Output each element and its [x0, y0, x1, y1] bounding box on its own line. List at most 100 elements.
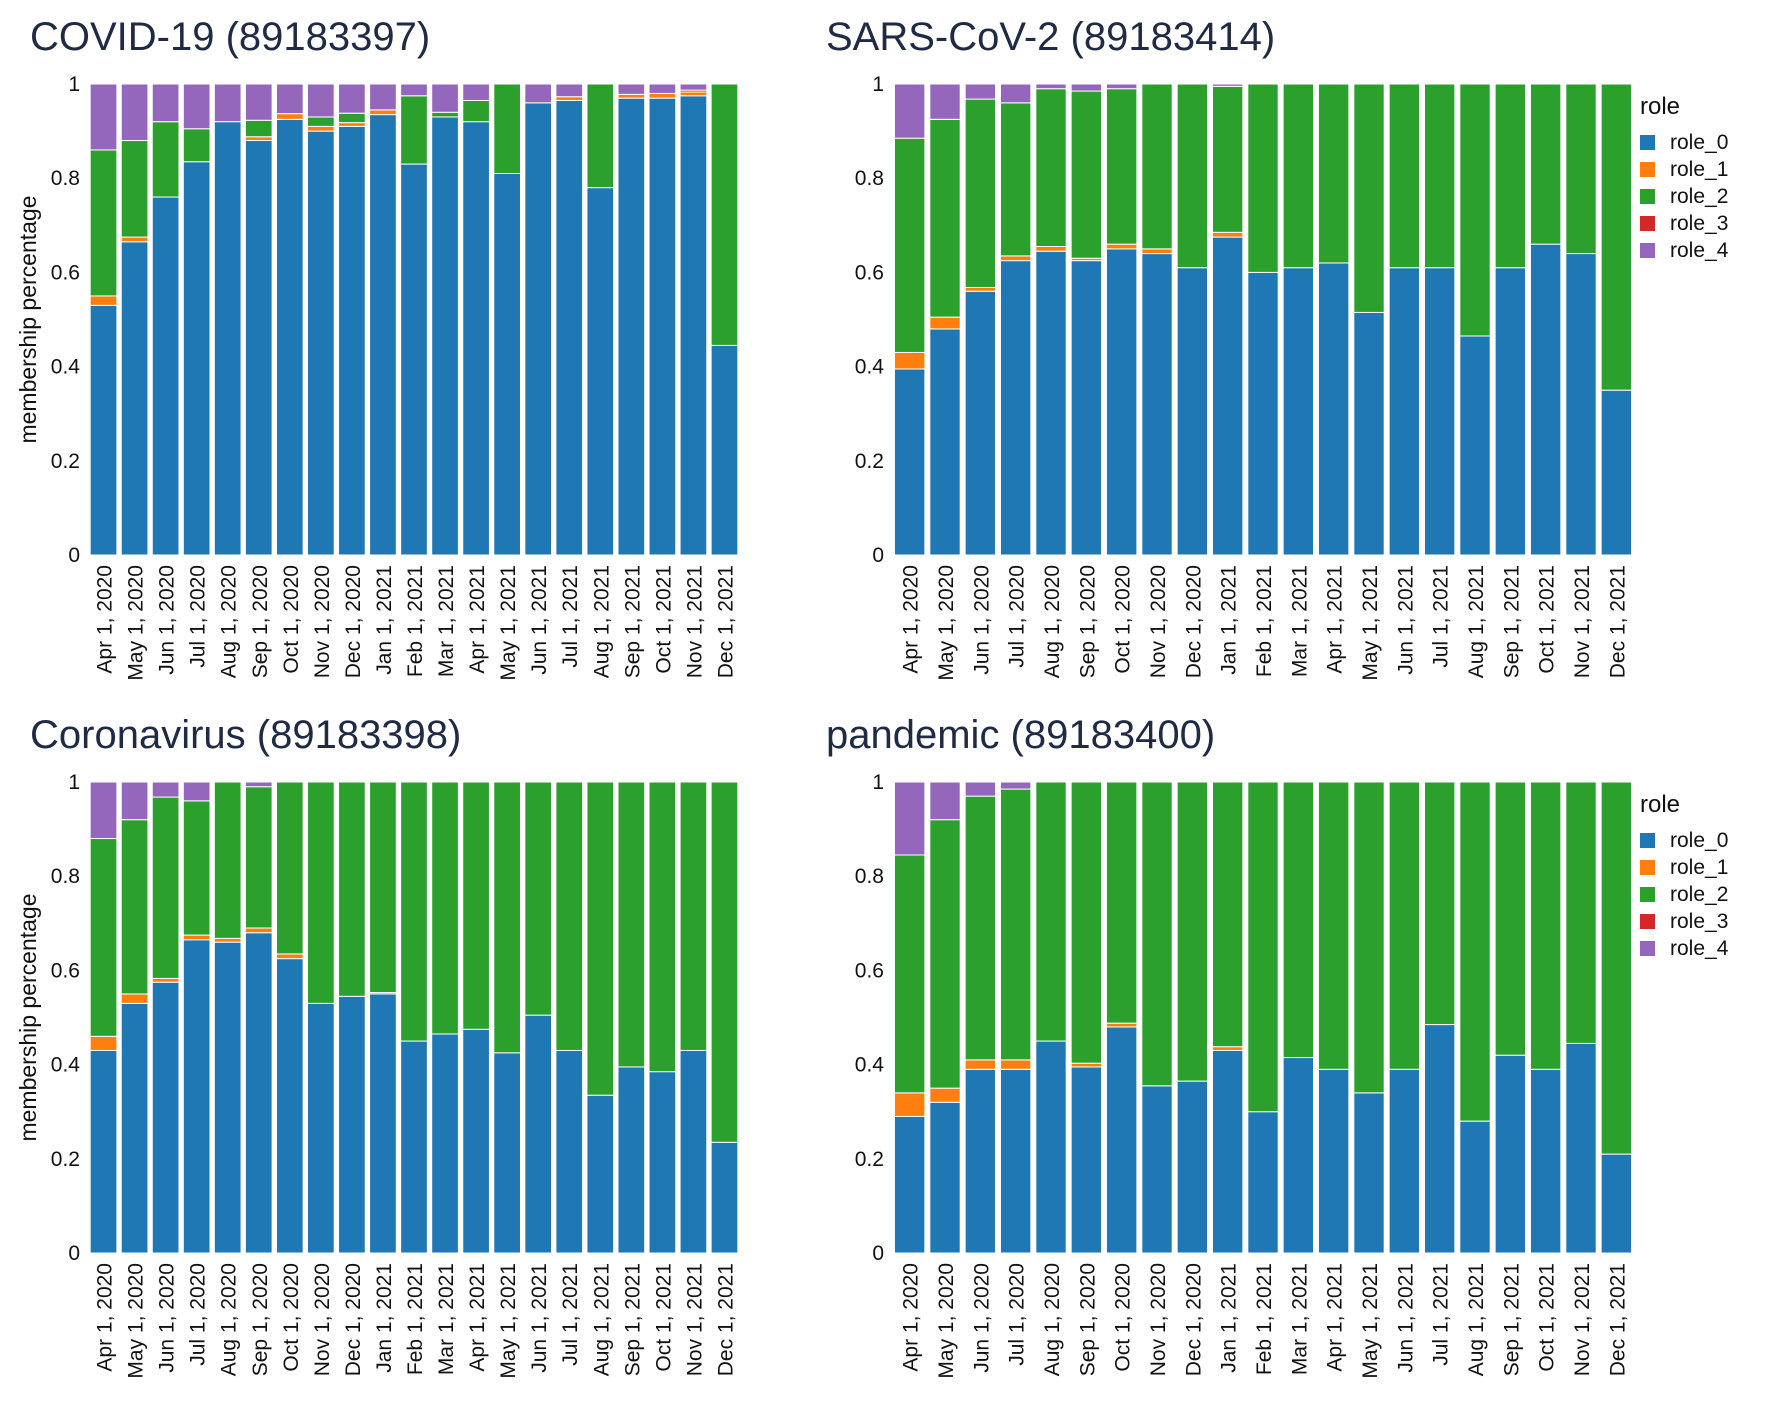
bar-segment-role-2	[524, 781, 553, 1016]
panel-sars-cov-2: SARS-CoV-2 (89183414) 0 0.2 0.4 0.6 0.8 1 Apr 1…	[826, 15, 1729, 681]
y-tick-label: 0.2	[855, 1148, 884, 1171]
bar-segment-role-0	[1529, 1068, 1562, 1254]
x-tick-label: Dec 1, 2021	[1606, 565, 1629, 678]
bar-segment-role-2	[1494, 781, 1527, 1056]
bar-segment-role-4	[120, 781, 149, 821]
bar-segment-role-0	[586, 1094, 615, 1254]
bar-segment-role-2	[1035, 781, 1067, 1042]
bar-segment-role-2	[1176, 781, 1209, 1082]
y-tick-label: 0.8	[855, 167, 884, 190]
bar-segment-role-0	[462, 121, 490, 556]
bar-segment-role-2	[400, 781, 428, 1042]
x-tick-label: Jun 1, 2020	[156, 1263, 179, 1373]
bar-segment-role-0	[1317, 1068, 1350, 1254]
bar-segment-role-0	[338, 995, 366, 1254]
bar-segment-role-1	[929, 1087, 961, 1103]
bar-segment-role-0	[679, 95, 708, 556]
bar-segment-role-2	[1317, 781, 1350, 1070]
bar-segment-role-0	[1247, 1111, 1279, 1254]
x-tick-label: Jul 1, 2021	[1430, 565, 1453, 668]
bar-segment-role-4	[369, 83, 397, 111]
bar-segment-role-0	[400, 163, 428, 556]
bar-segment-role-0	[524, 102, 553, 556]
x-tick-label: Jul 1, 2020	[1006, 565, 1029, 668]
bar-segment-role-4	[1105, 83, 1138, 90]
bar-segment-role-0	[1494, 1054, 1527, 1254]
bar-segment-role-2	[1247, 781, 1279, 1113]
legend-label: role_2	[1670, 185, 1728, 208]
bar-segment-role-2	[493, 781, 521, 1054]
bar-segment-role-1	[89, 1035, 118, 1051]
bar-segment-role-2	[586, 83, 615, 189]
bar-segment-role-0	[275, 118, 304, 556]
bar-segment-role-1	[1105, 1022, 1138, 1028]
bar-segment-role-2	[182, 800, 211, 936]
bar-segment-role-0	[1141, 1085, 1173, 1254]
bar-segment-role-2	[493, 83, 521, 174]
bar-segment-role-2	[1211, 781, 1244, 1048]
x-tick-label: Aug 1, 2020	[1041, 565, 1064, 678]
x-tick-label: Oct 1, 2020	[1112, 565, 1135, 674]
x-tick-label: Oct 1, 2021	[1536, 1263, 1559, 1372]
bar-segment-role-0	[1176, 267, 1209, 556]
bar-segment-role-0	[964, 290, 997, 556]
bar-segment-role-2	[244, 786, 273, 929]
bar-segment-role-0	[1070, 260, 1103, 556]
bar-segment-role-1	[151, 977, 180, 983]
y-tick-label: 0	[872, 544, 884, 567]
x-tick-label: Dec 1, 2020	[1182, 1263, 1205, 1376]
chart-title: COVID-19 (89183397)	[30, 15, 430, 59]
bar-segment-role-2	[1388, 83, 1421, 269]
bar-segment-role-0	[555, 99, 584, 556]
bar-segment-role-4	[893, 83, 926, 139]
chart-title: pandemic (89183400)	[826, 713, 1215, 757]
bar-segment-role-0	[213, 121, 242, 556]
x-tick-label: Nov 1, 2021	[683, 565, 706, 678]
bar-segment-role-2	[1353, 83, 1385, 313]
bar-segment-role-0	[1423, 1024, 1456, 1254]
bar-segment-role-1	[244, 136, 273, 142]
bar-segment-role-1	[1070, 1062, 1103, 1068]
x-tick-label: Jun 1, 2021	[1394, 1263, 1417, 1373]
bar-segment-role-2	[338, 112, 366, 124]
bar-segment-role-2	[1070, 781, 1103, 1064]
x-tick-label: Nov 1, 2020	[311, 565, 334, 678]
x-tick-label: May 1, 2021	[1359, 1263, 1382, 1379]
bar-segment-role-4	[307, 83, 335, 118]
x-tick-label: Oct 1, 2020	[280, 1263, 303, 1372]
bar-segment-role-4	[338, 83, 366, 114]
bar-segment-role-4	[120, 83, 149, 142]
x-tick-label: Sep 1, 2021	[621, 1263, 644, 1376]
y-axis-label: membership percentage	[15, 893, 41, 1141]
bar-segment-role-0	[1459, 335, 1491, 556]
y-tick-label: 0.8	[51, 167, 80, 190]
bar-segment-role-2	[369, 781, 397, 994]
bar-segment-role-1	[617, 93, 646, 99]
bar-segment-role-2	[462, 99, 490, 123]
bar-segment-role-0	[1035, 1040, 1067, 1254]
bar-segment-role-0	[307, 130, 335, 556]
bar-segment-role-0	[1105, 1026, 1138, 1254]
bar-segment-role-0	[369, 993, 397, 1254]
y-tick-label: 1	[68, 771, 80, 794]
bar-segment-role-0	[462, 1028, 490, 1254]
x-tick-label: Apr 1, 2020	[900, 1263, 923, 1372]
bar-segment-role-0	[369, 114, 397, 556]
bar-segment-role-0	[182, 939, 211, 1254]
x-tick-label: Sep 1, 2020	[1076, 565, 1099, 678]
bar-segment-role-0	[929, 1101, 961, 1254]
bar-segment-role-0	[493, 1052, 521, 1254]
bar-segment-role-0	[182, 161, 211, 556]
x-tick-label: Jan 1, 2021	[1218, 565, 1241, 675]
x-tick-label: Oct 1, 2021	[652, 565, 675, 674]
x-tick-label: Jul 1, 2020	[187, 1263, 210, 1366]
x-tick-label: Aug 1, 2021	[1465, 565, 1488, 678]
x-tick-label: Feb 1, 2021	[1253, 565, 1276, 677]
x-tick-label: Dec 1, 2021	[714, 565, 737, 678]
legend-title: role	[1640, 93, 1680, 120]
legend-label: role_4	[1670, 937, 1729, 960]
bar-segment-role-1	[679, 91, 708, 97]
x-tick-label: Mar 1, 2021	[1288, 1263, 1311, 1375]
bar-segment-role-2	[1529, 83, 1562, 245]
bar-segment-role-2	[120, 819, 149, 995]
